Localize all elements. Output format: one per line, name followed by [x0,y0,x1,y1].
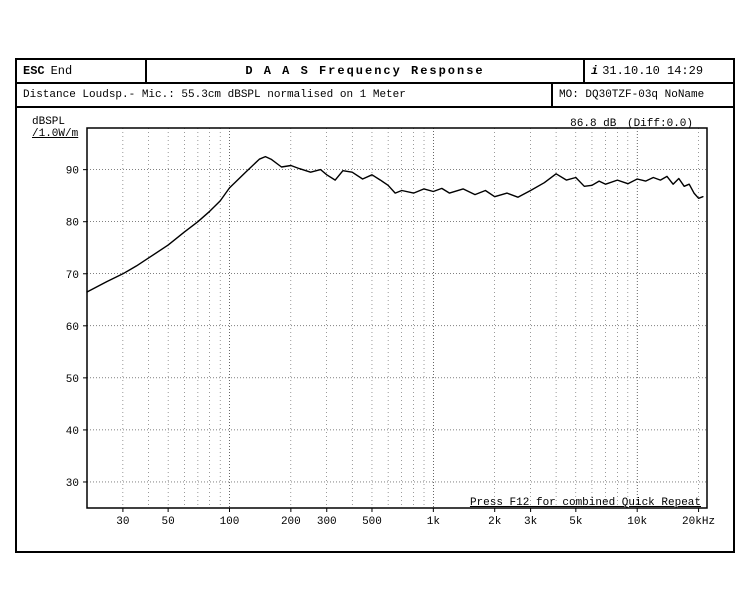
svg-text:1k: 1k [427,516,441,528]
svg-text:40: 40 [66,426,79,438]
mo-cell: MO: DQ30TZF-03q NoName [553,84,733,108]
svg-text:90: 90 [66,166,79,178]
datetime-cell: i 31.10.10 14:29 [585,60,733,84]
svg-text:2k: 2k [488,516,502,528]
plot-area: dBSPL /1.0W/m 30405060708090305010020030… [17,108,733,551]
svg-text:30: 30 [116,516,129,528]
datetime-text: 31.10.10 14:29 [602,64,703,78]
svg-text:10k: 10k [627,516,647,528]
esc-end-cell[interactable]: ESC End [17,60,147,84]
svg-text:3k: 3k [524,516,538,528]
title-cell: D A A S Frequency Response [147,60,585,84]
esc-label: ESC [23,64,45,78]
end-label: End [51,64,73,78]
svg-text:80: 80 [66,218,79,230]
info-icon: i [591,64,598,78]
svg-text:200: 200 [281,516,301,528]
svg-text:500: 500 [362,516,382,528]
app-frame: ESC End D A A S Frequency Response i 31.… [15,58,735,553]
svg-text:300: 300 [317,516,337,528]
sub-bar: Distance Loudsp.- Mic.: 55.3cm dBSPL nor… [17,84,733,108]
svg-text:60: 60 [66,322,79,334]
svg-text:20kHz: 20kHz [682,516,715,528]
svg-text:30: 30 [66,478,79,490]
db-value: 86.8 dB [570,118,616,130]
distance-text: Distance Loudsp.- Mic.: 55.3cm dBSPL nor… [23,89,406,101]
status-readout: 86.8 dB (Diff:0.0) [570,118,693,130]
mo-text: MO: DQ30TZF-03q NoName [559,89,704,101]
svg-text:100: 100 [220,516,240,528]
distance-cell: Distance Loudsp.- Mic.: 55.3cm dBSPL nor… [17,84,553,108]
svg-text:50: 50 [162,516,175,528]
svg-text:5k: 5k [569,516,583,528]
diff-value: (Diff:0.0) [627,118,693,130]
svg-text:50: 50 [66,374,79,386]
top-bar: ESC End D A A S Frequency Response i 31.… [17,60,733,84]
response-chart: 30 40 50 60 70 80 90 30 50 100 200 300 500 1k 2k 3k 5k 10… [17,108,733,551]
svg-text:70: 70 [66,270,79,282]
app-title: D A A S Frequency Response [245,64,484,78]
footer-hint: Press F12 for combined Quick Repeat [470,497,701,509]
